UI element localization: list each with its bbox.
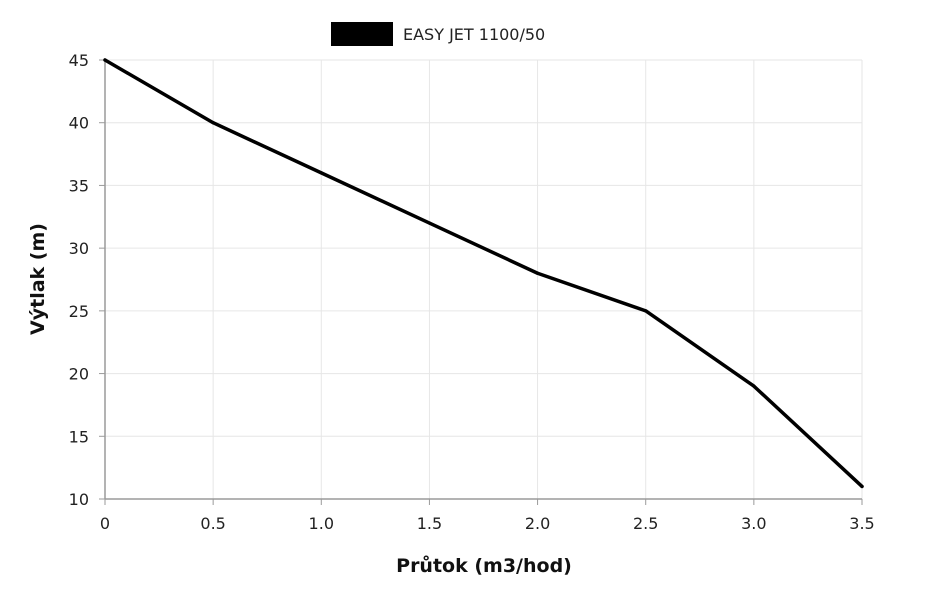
x-tick-labels: 0 0.5 1.0 1.5 2.0 2.5 3.0 3.5 [100,514,875,533]
y-tick-label-2: 20 [69,365,89,384]
x-tick-label-6: 3.0 [741,514,766,533]
x-axis-title: Průtok (m3/hod) [396,554,572,577]
data-point-0-6 [752,384,756,388]
x-tick-label-3: 1.5 [417,514,442,533]
data-point-0-7 [860,484,864,489]
x-tick-label-4: 2.0 [525,514,550,533]
legend-swatch [331,22,393,46]
y-tick-label-6: 40 [69,114,89,133]
data-point-0-2 [319,171,323,175]
x-tick-label-0: 0 [100,514,110,533]
series-line-0 [103,58,864,489]
data-point-0-5 [644,309,648,313]
data-point-0-0 [103,58,107,62]
data-point-0-4 [535,271,540,275]
axes [99,59,863,505]
x-tick-label-5: 2.5 [633,514,658,533]
x-tick-label-1: 0.5 [200,514,225,533]
y-tick-label-4: 30 [69,239,89,258]
y-tick-label-1: 15 [69,427,89,446]
y-axis-title: Výtlak (m) [27,223,49,335]
series-layer [103,58,864,489]
x-tick-label-7: 3.5 [849,514,874,533]
legend: EASY JET 1100/50 [331,22,545,46]
y-tick-label-0: 10 [69,490,89,509]
y-tick-label-7: 45 [69,51,89,70]
y-tick-label-3: 25 [69,302,89,321]
x-tick-label-2: 1.0 [309,514,334,533]
legend-label: EASY JET 1100/50 [403,25,545,44]
data-point-0-3 [427,221,432,225]
data-point-0-1 [211,121,215,125]
y-tick-label-5: 35 [69,176,89,195]
y-tick-labels: 10 15 20 25 30 35 40 45 [69,51,89,509]
